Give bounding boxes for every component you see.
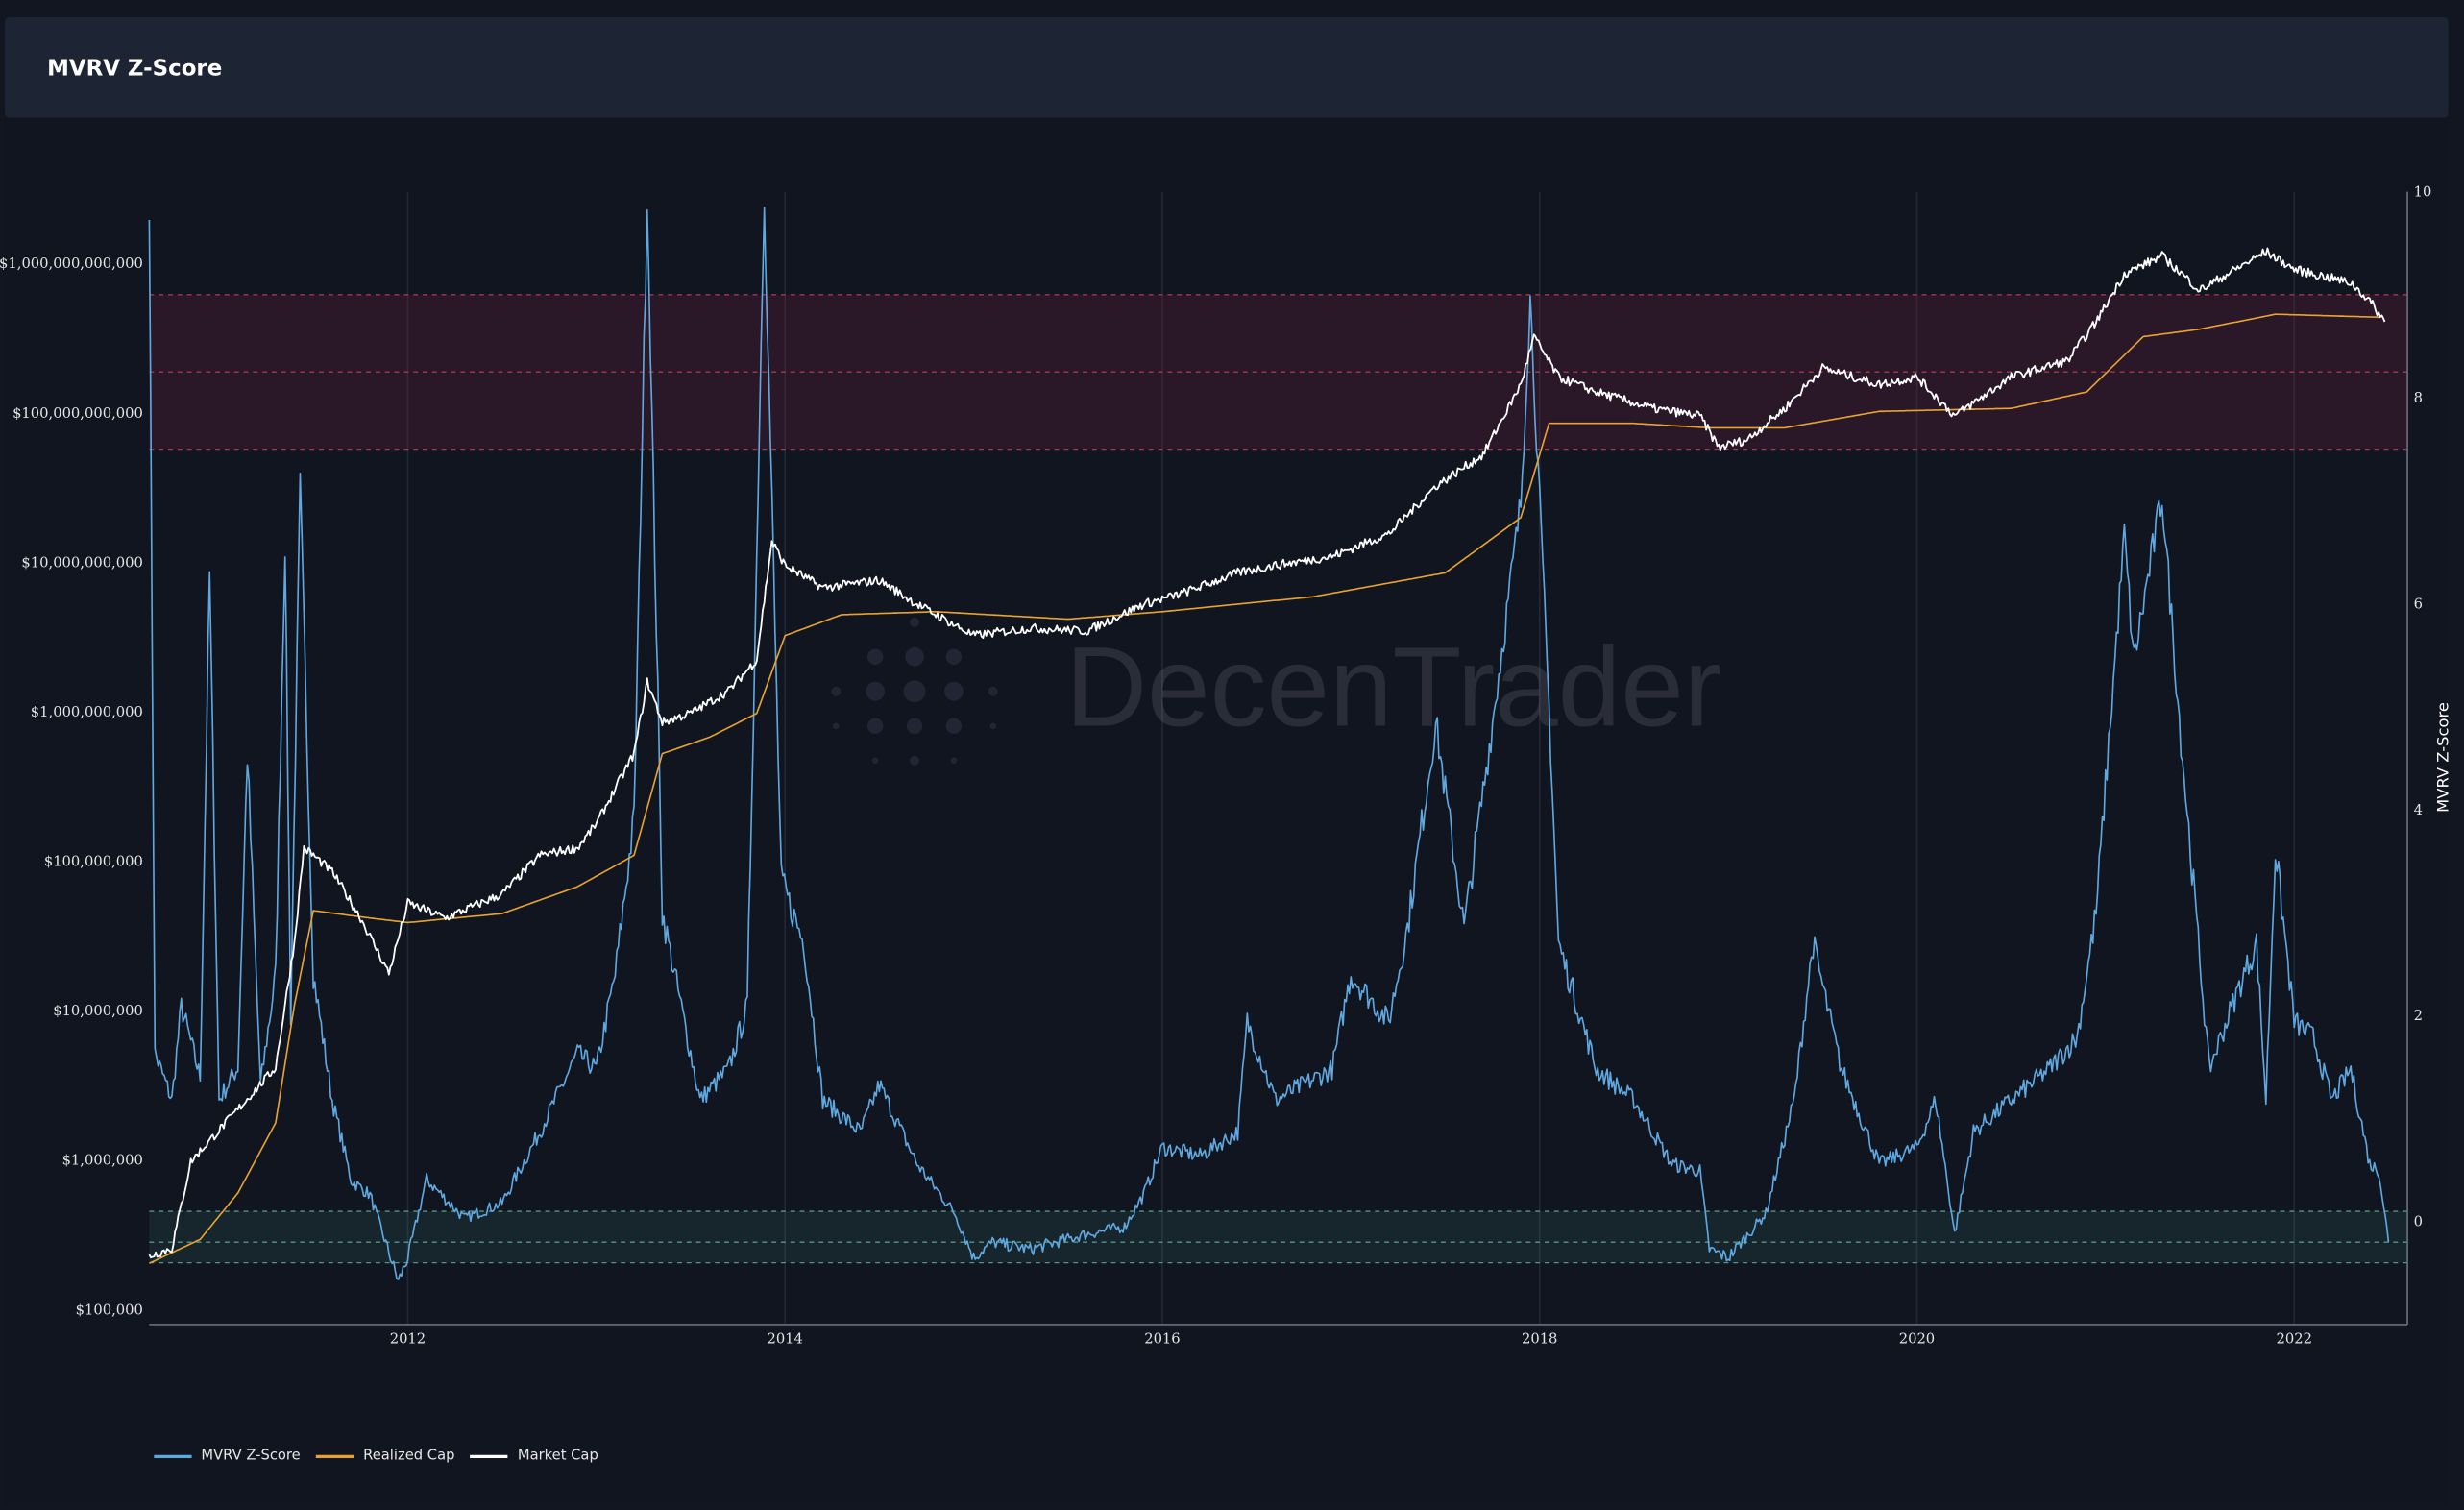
left-tick-label: $10,000,000	[53, 1003, 143, 1019]
chart-background	[4, 119, 2449, 1502]
legend: MVRV Z-Score Realized Cap Market Cap	[154, 1449, 598, 1465]
right-tick-label: 4	[2414, 802, 2423, 818]
legend-swatch	[154, 1454, 192, 1459]
left-tick-label: $100,000,000	[44, 854, 143, 870]
logo-dot	[866, 718, 884, 734]
legend-swatch	[470, 1454, 509, 1459]
x-tick-label: 2012	[390, 1331, 426, 1348]
x-tick-label: 2018	[1522, 1331, 1557, 1348]
band-overvalued	[149, 294, 2408, 450]
logo-dot	[906, 718, 923, 734]
legend-label: Market Cap	[517, 1449, 598, 1465]
logo-dot	[832, 722, 840, 730]
right-tick-label: 10	[2414, 183, 2432, 200]
right-tick-label: 2	[2414, 1008, 2423, 1024]
legend-label: Realized Cap	[363, 1449, 455, 1465]
x-tick-label: 2020	[1899, 1331, 1935, 1348]
legend-item-market-cap[interactable]: Market Cap	[470, 1449, 598, 1465]
logo-dot	[945, 718, 963, 734]
logo-dot	[903, 680, 926, 703]
chart-title: MVRV Z-Score	[47, 56, 223, 83]
left-tick-label: $10,000,000,000	[21, 554, 142, 571]
logo-dot	[905, 646, 924, 667]
logo-dot	[950, 757, 958, 764]
right-tick-label: 0	[2414, 1214, 2423, 1230]
legend-item-zscore[interactable]: MVRV Z-Score	[154, 1449, 301, 1465]
logo-dot	[910, 755, 919, 766]
logo-dot	[989, 722, 997, 730]
band-undervalued	[149, 1211, 2408, 1263]
left-tick-label: $1,000,000,000,000	[0, 256, 143, 272]
logo-dot	[866, 681, 885, 701]
left-tick-label: $1,000,000	[62, 1153, 143, 1169]
chart-header: MVRV Z-Score	[4, 16, 2449, 118]
watermark-logo	[831, 617, 998, 766]
logo-dot	[871, 757, 879, 764]
left-tick-label: $1,000,000,000	[31, 704, 143, 720]
series-realized-cap	[149, 313, 2379, 1264]
logo-dot	[945, 648, 963, 665]
logo-dot	[988, 686, 998, 696]
x-tick-label: 2014	[767, 1331, 802, 1348]
logo-dot	[831, 686, 842, 696]
series-market-cap	[148, 247, 2386, 1259]
left-tick-label: $100,000	[76, 1302, 143, 1318]
logo-dot	[866, 648, 884, 665]
logo-dot	[944, 681, 964, 701]
right-tick-label: 8	[2414, 390, 2423, 406]
right-tick-label: 6	[2414, 596, 2423, 612]
x-tick-label: 2022	[2276, 1331, 2311, 1348]
x-tick-label: 2016	[1144, 1331, 1180, 1348]
left-tick-label: $100,000,000,000	[12, 405, 143, 422]
legend-label: MVRV Z-Score	[201, 1449, 301, 1465]
right-axis-title: MVRV Z-Score	[2434, 702, 2452, 813]
legend-swatch	[316, 1454, 354, 1459]
logo-dot	[910, 617, 919, 627]
watermark-text: DecenTrader	[1065, 623, 1721, 750]
legend-item-realized-cap[interactable]: Realized Cap	[316, 1449, 455, 1465]
series-mvrv-z-score	[148, 207, 2390, 1280]
